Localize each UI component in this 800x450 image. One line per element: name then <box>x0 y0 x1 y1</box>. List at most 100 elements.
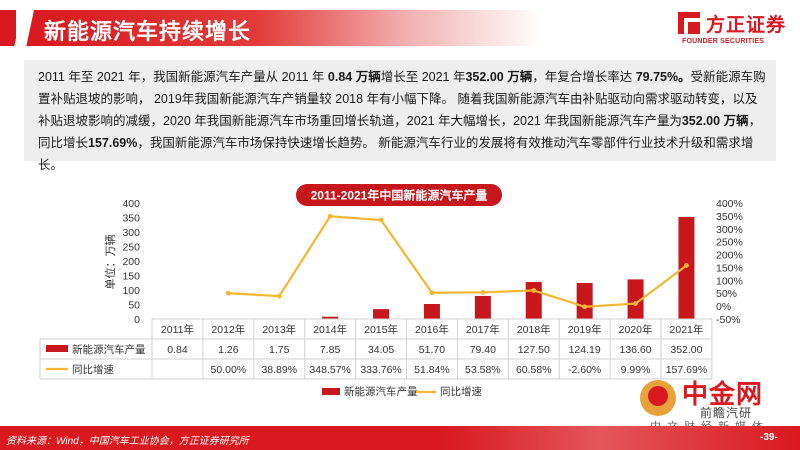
summary-bold-5: 157.69% <box>88 136 138 150</box>
summary-bold-4: 352.00 万辆 <box>681 114 749 128</box>
line-data-label: 9.99% <box>621 364 651 376</box>
line-data-label: 157.69% <box>666 364 707 376</box>
watermark-main: 中金网 <box>682 379 764 409</box>
bar-data-label: 124.19 <box>569 344 601 356</box>
growth-point <box>276 293 282 299</box>
founder-logo: 方正证券 FOUNDER SECURITIES <box>676 8 788 48</box>
legend-item: 同比增速 <box>440 385 482 398</box>
growth-point <box>480 289 486 295</box>
summary-paragraph: 2011 年至 2021 年，我国新能源汽车产量从 2011 年 0.84 万辆… <box>24 60 776 172</box>
y2-tick-label: 350% <box>716 211 743 223</box>
legend-bar-swatch <box>46 345 68 352</box>
y-tick-label: 200 <box>122 256 140 268</box>
bar <box>627 279 644 319</box>
watermark-logo-inner <box>648 386 668 406</box>
bar <box>373 309 390 319</box>
page-number: -39- <box>760 432 778 443</box>
y2-tick-label: 300% <box>716 224 743 236</box>
bar <box>576 282 593 319</box>
y2-tick-label: 0% <box>716 301 731 313</box>
growth-line <box>228 215 688 308</box>
growth-point <box>531 288 537 293</box>
summary-bold-1: 0.84 万辆 <box>327 70 381 84</box>
bar-data-label: 1.75 <box>269 344 290 356</box>
y2-tick-label: -50% <box>716 314 741 326</box>
bar-data-label: 34.05 <box>368 344 394 356</box>
x-tick-label: 2020年 <box>619 323 653 336</box>
line-data-label: 51.84% <box>414 364 450 376</box>
summary-text-5: ，同比增长 <box>38 114 762 150</box>
bar <box>423 304 440 319</box>
summary-text-3: ，年复合增长率达 <box>532 70 636 84</box>
table-series-label: 同比增速 <box>72 363 114 376</box>
y2-tick-label: 100% <box>716 275 743 287</box>
growth-point <box>225 290 231 296</box>
x-tick-label: 2015年 <box>364 323 398 336</box>
line-data-label: 333.76% <box>360 364 401 376</box>
bar <box>322 316 339 319</box>
legend-item: 新能源汽车产量 <box>344 385 418 398</box>
x-tick-label: 2016年 <box>415 323 449 336</box>
logo-text-cn: 方正证券 <box>706 15 787 36</box>
growth-point <box>684 263 689 268</box>
y-tick-label: 50 <box>128 300 140 312</box>
line-data-label: -2.60% <box>568 364 601 376</box>
x-tick-label: 2014年 <box>313 323 347 336</box>
production-chart: 2011-2021年中国新能源汽车产量 0 50 100 150 200 250 300 350… <box>39 184 743 398</box>
y2-tick-label: 50% <box>716 288 737 300</box>
watermark: 中金网 前瞻汽研 中文财经新媒体 <box>630 374 800 434</box>
summary-bold-2: 352.00 万辆 <box>465 70 533 84</box>
source-note: 资料来源：Wind，中国汽车工业协会，方正证券研究所 <box>6 436 249 447</box>
growth-point <box>327 213 333 219</box>
bar-data-label: 79.40 <box>470 344 496 356</box>
summary-bold-3: 79.75%。 <box>635 70 691 84</box>
bar <box>678 216 695 319</box>
y2-tick-label: 400% <box>716 198 743 210</box>
y2-tick-label: 200% <box>716 250 743 262</box>
footer-bar: 资料来源：Wind，中国汽车工业协会，方正证券研究所 -39- <box>0 426 800 450</box>
x-tick-label: 2021年 <box>670 323 704 336</box>
bar-data-label: 7.85 <box>320 344 341 356</box>
line-data-label: 348.57% <box>309 364 350 376</box>
line-data-label: 53.58% <box>465 364 501 376</box>
summary-text-6: ，我国新能源汽车市场保持快速增长趋势。 新能源汽车行业的发展将有效推动汽车零部件… <box>38 136 754 172</box>
bar <box>474 295 491 319</box>
header-left-accent <box>0 10 16 46</box>
bar-data-label: 127.50 <box>518 344 550 356</box>
y-axis-label: 单位：万辆 <box>103 235 117 290</box>
chart-title-pill <box>296 184 502 206</box>
chart-title: 2011-2021年中国新能源汽车产量 <box>311 188 488 203</box>
table-series-label: 新能源汽车产量 <box>72 343 146 356</box>
x-tick-label: 2019年 <box>568 323 602 336</box>
growth-point <box>582 304 588 310</box>
founder-logo-icon <box>678 12 700 34</box>
legend-bar-icon <box>322 388 340 395</box>
y-tick-label: 150 <box>122 271 140 283</box>
line-data-label: 50.00% <box>211 364 247 376</box>
growth-point <box>378 217 384 223</box>
bar-data-label: 0.84 <box>167 344 188 356</box>
x-tick-label: 2018年 <box>517 323 551 336</box>
y-tick-label: 0 <box>134 314 140 326</box>
y-tick-label: 300 <box>122 227 140 239</box>
y2-tick-label: 150% <box>716 262 743 274</box>
header-title-band <box>22 10 542 46</box>
y-tick-label: 400 <box>122 198 140 210</box>
bar-data-label: 1.26 <box>218 344 239 356</box>
bar-data-label: 136.60 <box>619 344 651 356</box>
growth-point <box>633 301 638 306</box>
line-data-label: 60.58% <box>516 364 552 376</box>
x-tick-label: 2017年 <box>466 323 500 336</box>
x-tick-label: 2012年 <box>211 323 245 336</box>
bar-data-label: 51.70 <box>419 344 445 356</box>
page-title: 新能源汽车持续增长 <box>44 19 252 44</box>
summary-text-2: 增长至 2021 年 <box>380 70 466 84</box>
growth-point <box>429 290 435 296</box>
summary-text-1: 2011 年至 2021 年，我国新能源汽车产量从 2011 年 <box>38 70 328 84</box>
y2-tick-label: 250% <box>716 237 743 249</box>
bar <box>525 282 542 319</box>
y-tick-label: 250 <box>122 242 140 254</box>
header-bar: 新能源汽车持续增长 方正证券 FOUNDER SECURITIES <box>0 0 800 52</box>
logo-text-en: FOUNDER SECURITIES <box>682 38 765 45</box>
line-data-label: 38.89% <box>261 364 297 376</box>
